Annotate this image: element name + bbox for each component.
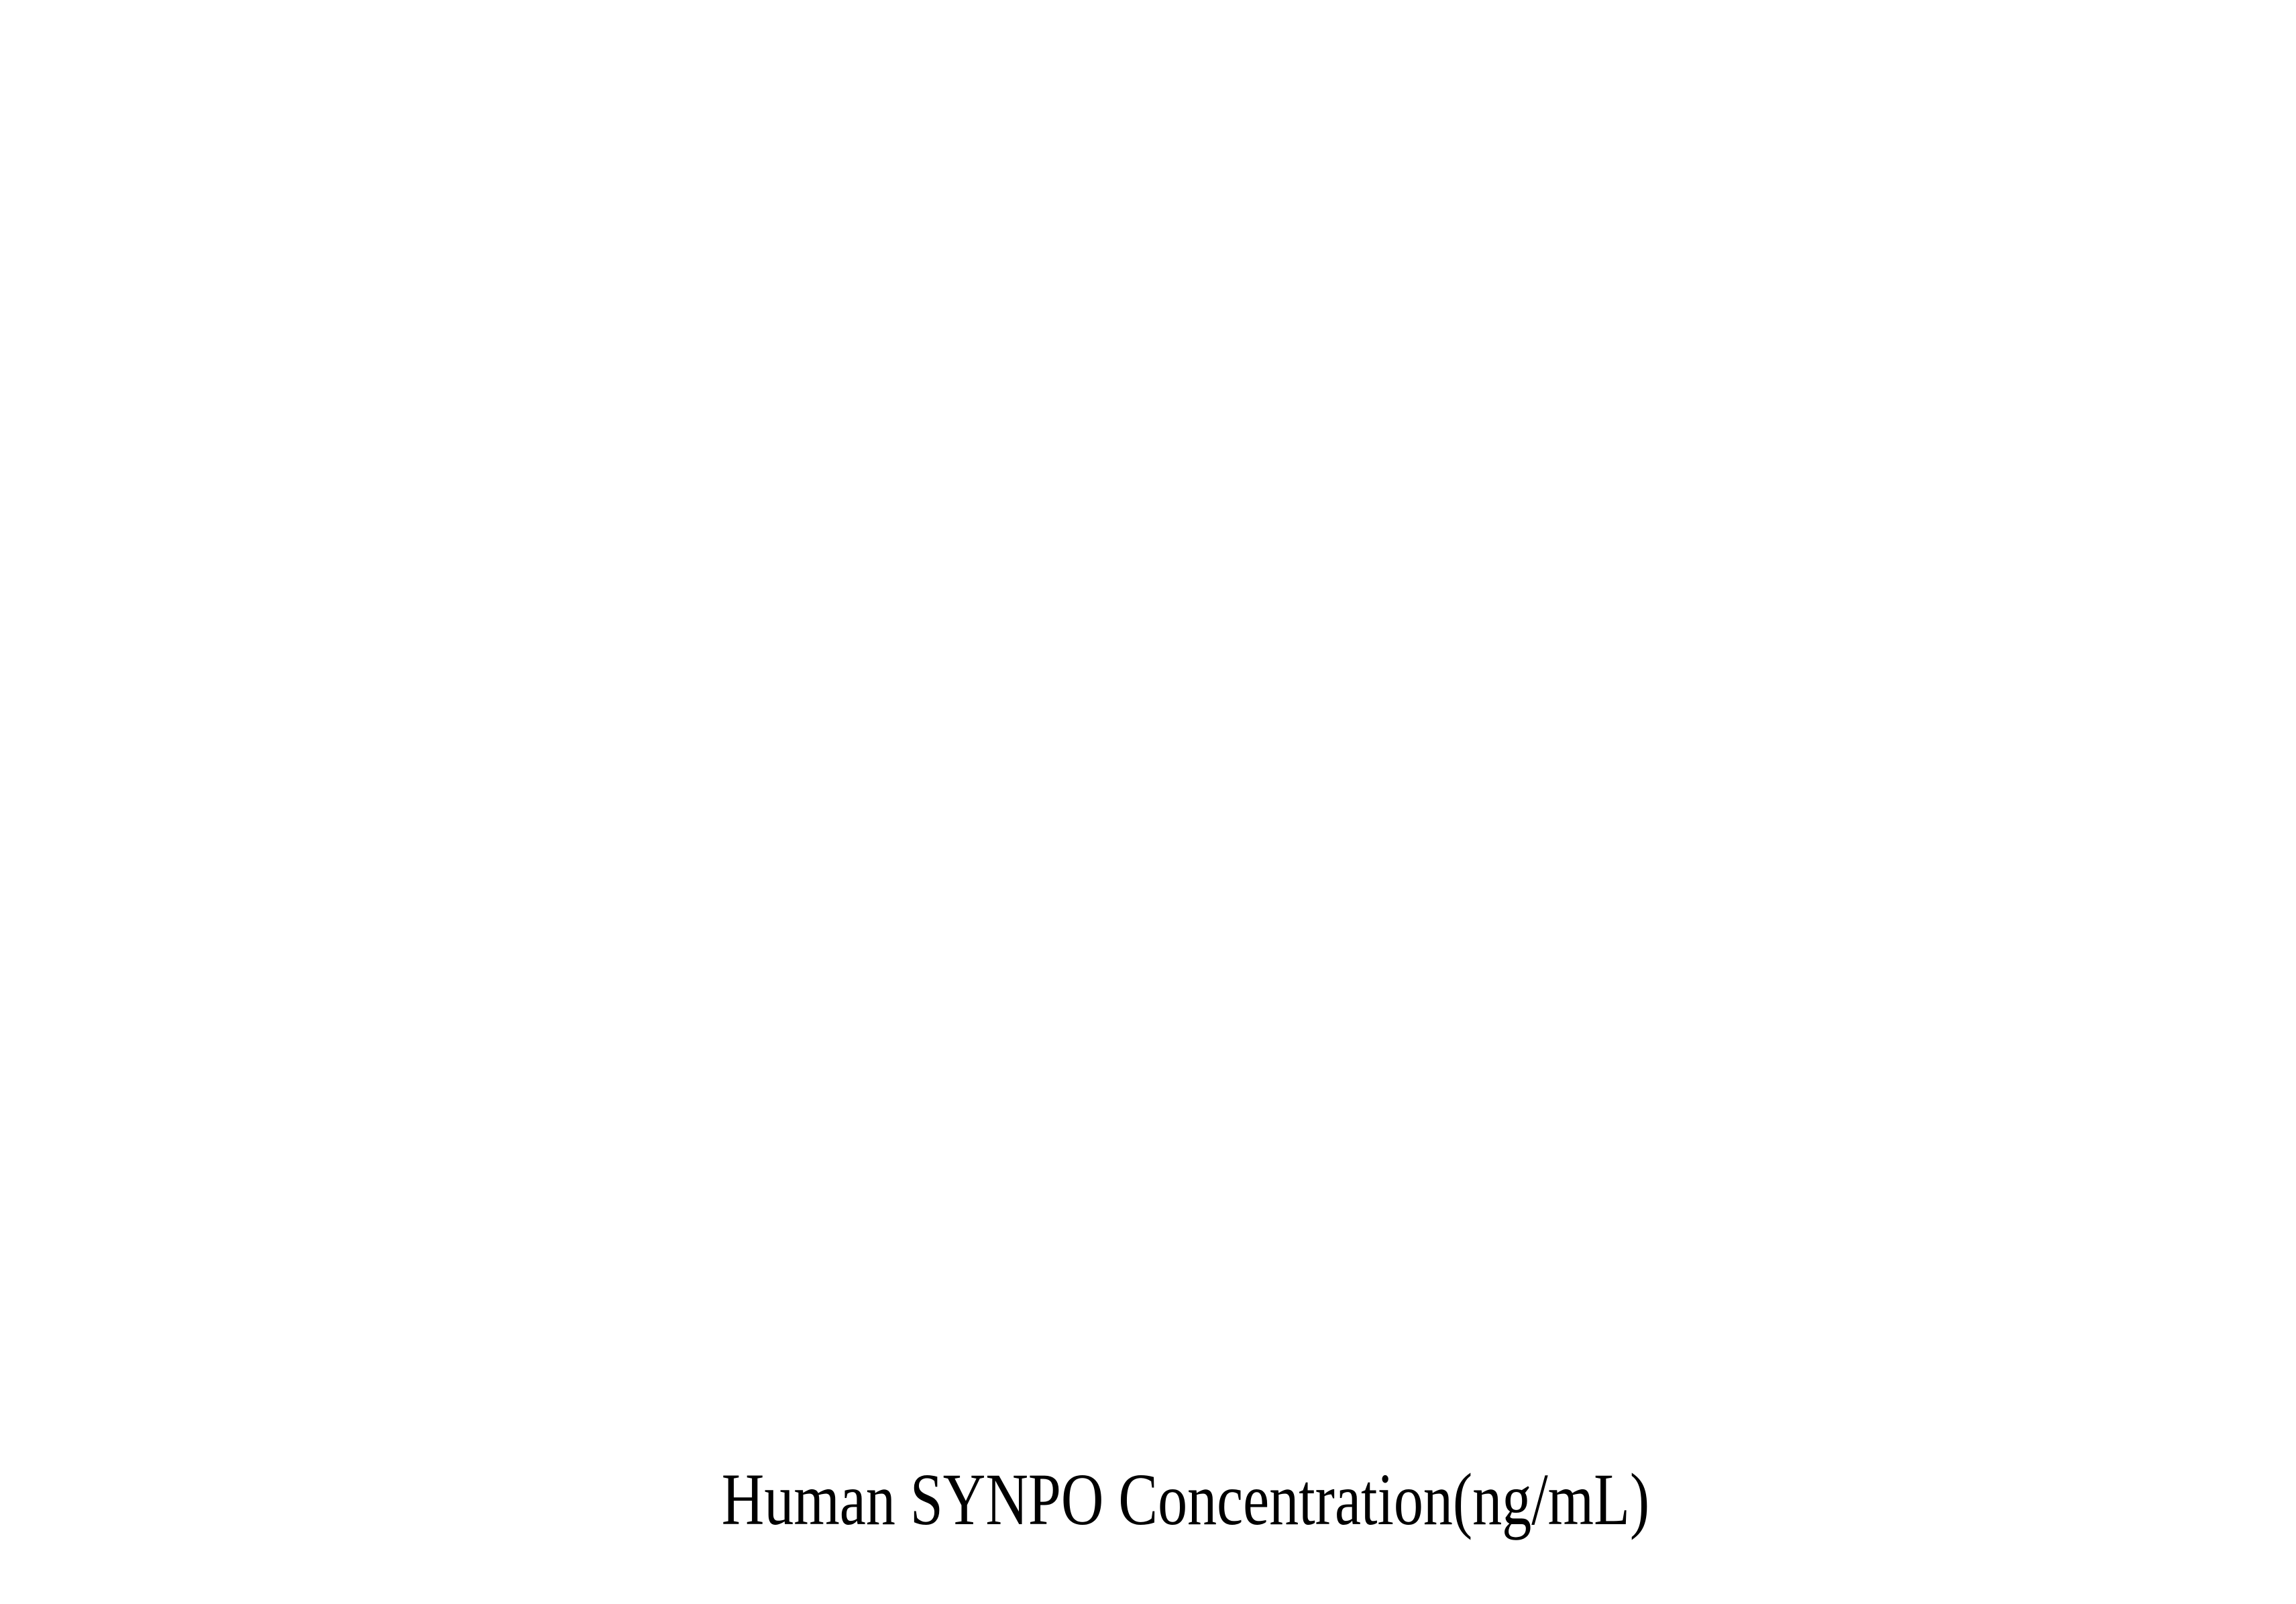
x-axis-title: Human SYNPO Concentration(ng/mL) (721, 1458, 1650, 1540)
